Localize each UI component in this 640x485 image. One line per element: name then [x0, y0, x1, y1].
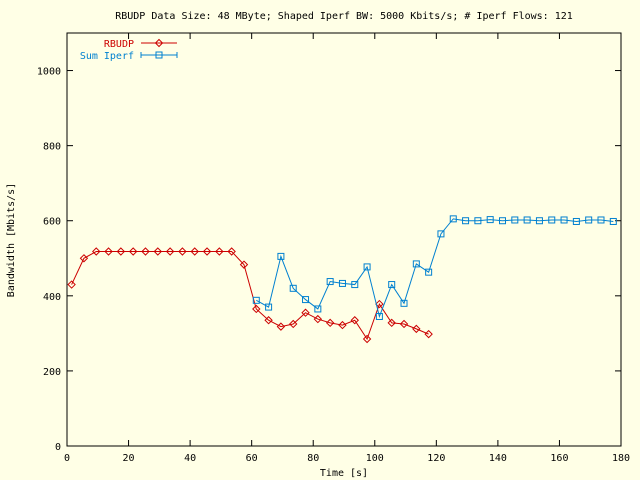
data-point [362, 334, 372, 344]
data-point [215, 247, 224, 256]
data-point [252, 304, 261, 314]
data-point [190, 247, 199, 256]
data-point [424, 329, 433, 339]
data-point [375, 299, 384, 309]
plot-frame [66, 32, 622, 447]
chart-title: RBUDP Data Size: 48 MByte; Shaped Iperf … [115, 11, 573, 22]
data-point [128, 247, 138, 256]
y-tick-label: 800 [43, 142, 61, 153]
legend-label: Sum Iperf [80, 51, 134, 62]
data-point [462, 217, 470, 225]
series-sum-iperf [252, 215, 617, 320]
data-point [597, 216, 605, 224]
data-point [325, 318, 335, 328]
x-tick-label: 140 [489, 453, 507, 464]
data-point [289, 319, 298, 329]
data-point [265, 303, 273, 311]
data-point [277, 252, 285, 260]
legend-marker [155, 51, 163, 59]
data-point [412, 324, 421, 334]
x-tick-label: 40 [184, 453, 196, 464]
data-point [499, 217, 507, 225]
data-point [535, 217, 543, 225]
y-tick-label: 600 [43, 217, 61, 228]
data-point [67, 280, 76, 289]
y-tick-label: 1000 [37, 67, 61, 78]
data-point [609, 217, 617, 225]
data-point [387, 318, 396, 328]
legend-marker [154, 38, 164, 48]
data-point [116, 247, 126, 256]
data-point [227, 247, 236, 256]
y-tick-label: 200 [43, 367, 61, 378]
x-tick-label: 160 [550, 453, 568, 464]
y-tick-label: 0 [55, 442, 61, 453]
data-point [449, 215, 457, 223]
data-point [351, 281, 359, 289]
data-point [178, 247, 187, 256]
data-point [486, 216, 494, 224]
data-point [276, 322, 286, 331]
data-point [239, 260, 249, 269]
data-point [301, 308, 310, 317]
x-tick-label: 60 [246, 453, 258, 464]
legend-label: RBUDP [104, 39, 134, 50]
series-rbudp [67, 247, 433, 344]
data-point [350, 316, 359, 325]
data-point [548, 216, 556, 224]
data-point [289, 284, 297, 292]
data-point [437, 230, 445, 238]
data-point [141, 247, 150, 256]
x-tick-label: 20 [123, 453, 135, 464]
data-point [165, 247, 175, 256]
x-tick-label: 100 [366, 453, 384, 464]
data-point [202, 247, 212, 256]
data-point [375, 312, 383, 320]
data-point [523, 216, 531, 224]
data-point [92, 247, 101, 256]
data-point [338, 320, 347, 330]
y-axis-label: Bandwidth [Mbits/s] [6, 183, 17, 297]
data-point [363, 263, 371, 271]
data-point [400, 299, 408, 307]
x-tick-label: 0 [64, 453, 70, 464]
data-point [314, 305, 322, 313]
series-line [256, 218, 614, 319]
series-layer [67, 215, 617, 344]
x-tick-label: 80 [307, 453, 319, 464]
data-point [572, 217, 580, 225]
x-tick-label: 120 [427, 453, 445, 464]
data-point [511, 216, 519, 224]
data-point [79, 254, 89, 263]
y-tick-label: 400 [43, 292, 61, 303]
data-point [338, 279, 346, 287]
data-point [425, 268, 433, 276]
data-point [264, 316, 273, 325]
data-point [399, 319, 409, 329]
data-point [153, 247, 163, 256]
data-point [326, 278, 334, 286]
data-point [252, 296, 260, 304]
data-point [313, 314, 323, 324]
data-point [560, 216, 568, 224]
x-tick-label: 180 [612, 453, 630, 464]
data-point [412, 260, 420, 268]
series-line [71, 251, 429, 341]
axis-ticks: 0 20 40 60 80 100 120 140 160 180 0 200 400 600 800 100… [37, 33, 630, 464]
data-point [104, 247, 113, 256]
data-point [474, 217, 482, 225]
x-axis-label: Time [s] [320, 468, 368, 479]
data-point [388, 281, 396, 289]
data-point [585, 216, 593, 224]
data-point [302, 296, 310, 304]
